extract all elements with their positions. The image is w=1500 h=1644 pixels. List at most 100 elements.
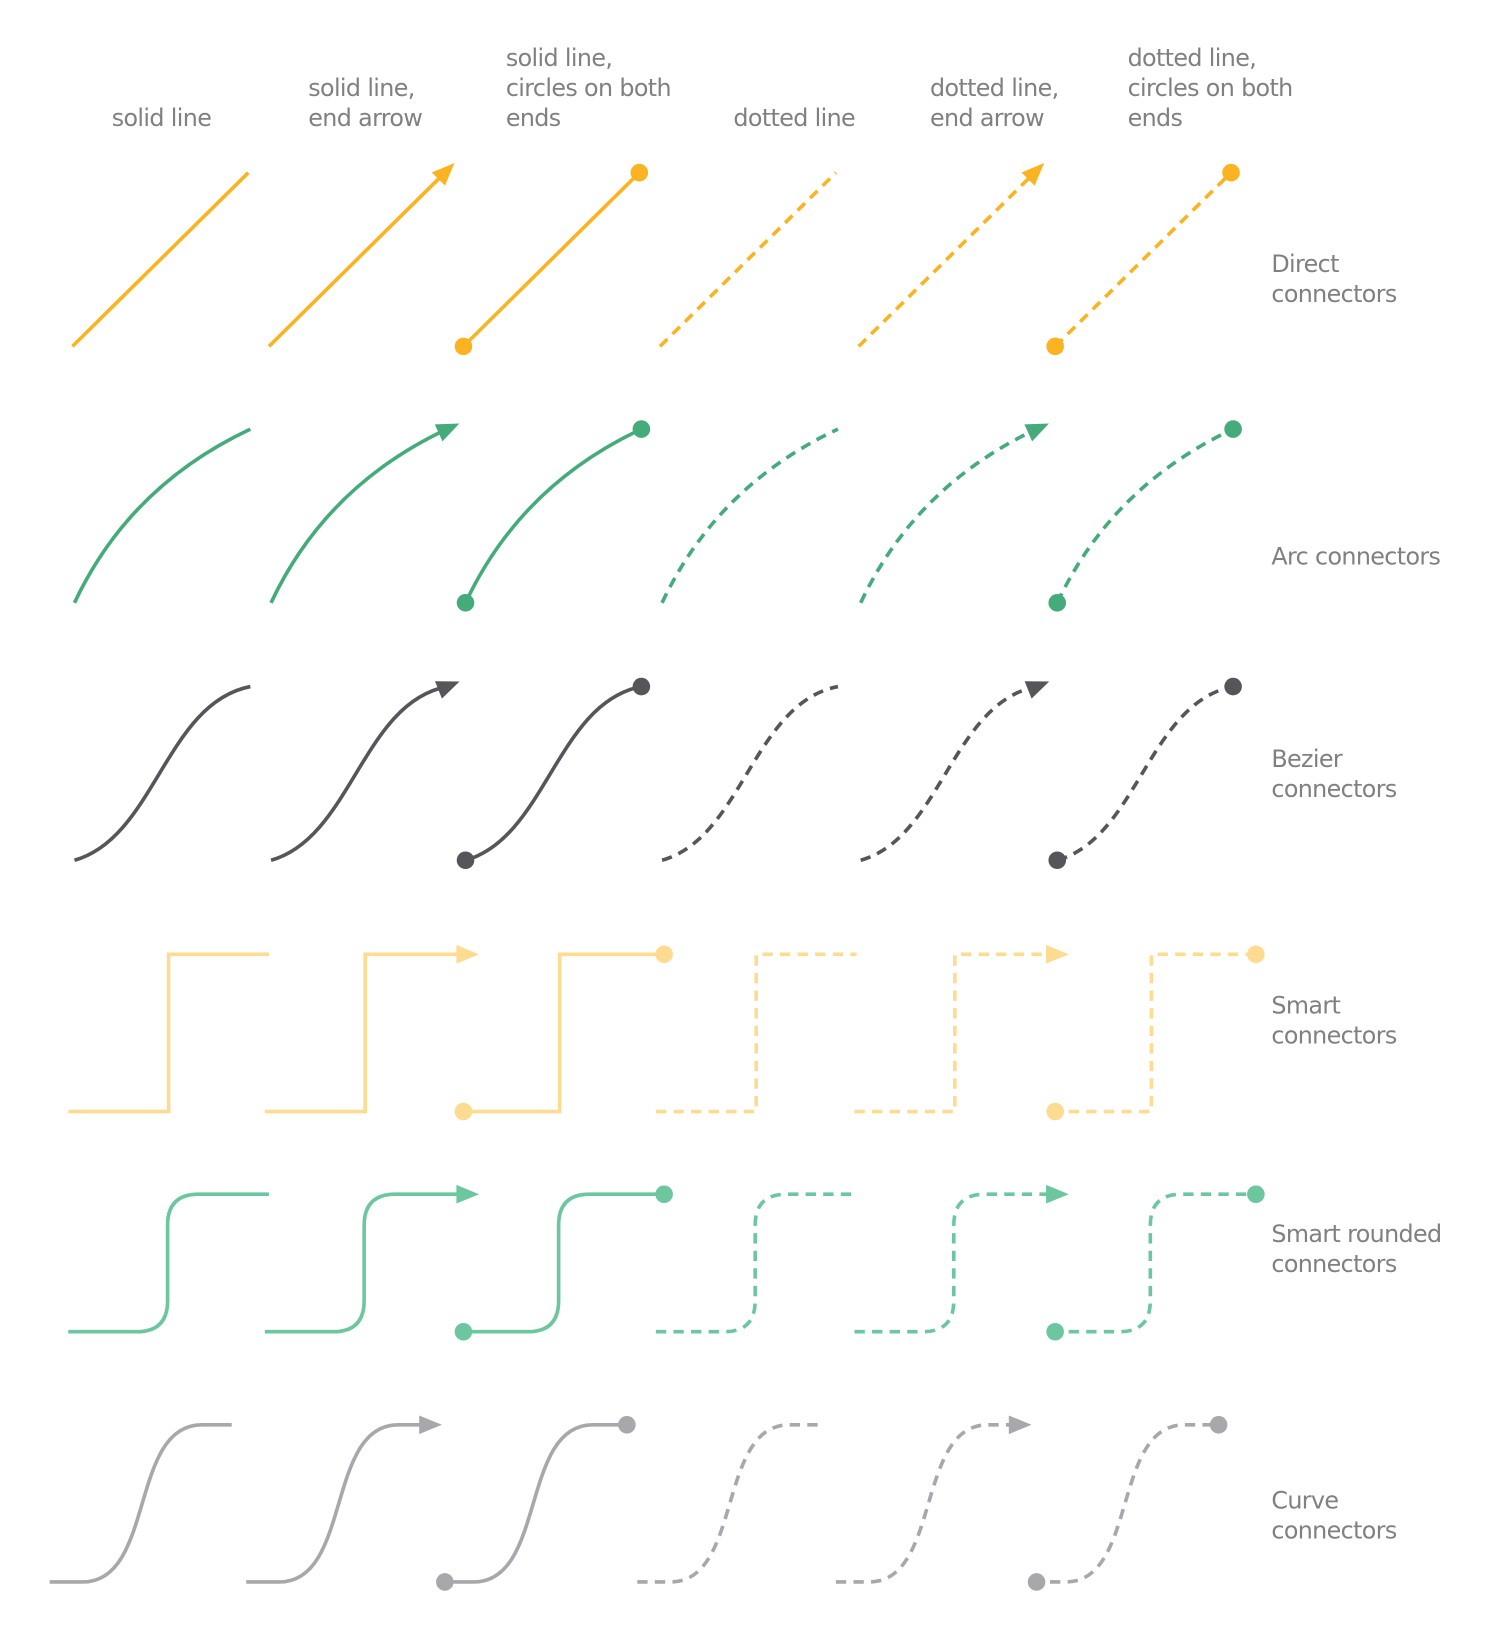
connector-line xyxy=(658,171,838,348)
row-label-direct: connectors xyxy=(1271,280,1396,308)
connector-line xyxy=(246,1422,429,1584)
row-label-direct: Direct xyxy=(1271,250,1339,278)
curve-connector-5 xyxy=(835,1415,1032,1584)
arrow-head-icon xyxy=(1021,163,1045,186)
connector-line xyxy=(462,171,641,348)
start-circle-icon xyxy=(456,851,475,870)
connector-line xyxy=(859,427,1038,604)
arrow-head-icon xyxy=(1046,945,1069,964)
connector-line xyxy=(860,684,1037,862)
connector-line xyxy=(1056,684,1234,862)
start-circle-icon xyxy=(1046,1102,1064,1121)
end-circle-icon xyxy=(1224,420,1242,438)
end-circle-icon xyxy=(1224,677,1242,696)
start-circle-icon xyxy=(1048,851,1067,870)
column-header-2: end arrow xyxy=(308,104,422,132)
connector-line xyxy=(72,427,252,604)
column-header-2: solid line, xyxy=(308,74,414,102)
bezier-connector-6 xyxy=(1048,677,1242,870)
connector-line xyxy=(71,171,250,348)
connector-line xyxy=(655,952,857,1114)
row-label-smart: Smart xyxy=(1271,991,1340,1019)
end-circle-icon xyxy=(655,945,673,964)
connector-line xyxy=(1053,171,1233,348)
end-circle-icon xyxy=(1247,945,1265,964)
direct-connector-4 xyxy=(658,171,838,348)
direct-connector-6 xyxy=(1046,163,1240,356)
column-header-5: dotted line, xyxy=(930,74,1059,102)
connector-line xyxy=(270,684,448,862)
column-header-6: circles on both xyxy=(1128,74,1293,102)
bezier-connector-4 xyxy=(661,684,839,862)
smart-rounded-connector-2 xyxy=(264,1184,480,1334)
start-circle-icon xyxy=(1048,594,1067,612)
start-circle-icon xyxy=(454,1102,473,1121)
arc-connector-1 xyxy=(72,427,252,604)
smart-connector-2 xyxy=(264,945,480,1114)
connector-line xyxy=(1032,1422,1215,1584)
row-label-curve: connectors xyxy=(1271,1517,1396,1545)
connector-line xyxy=(264,952,466,1114)
column-header-5: end arrow xyxy=(930,104,1044,132)
connector-line xyxy=(73,684,251,862)
curve-connector-6 xyxy=(1027,1416,1228,1591)
row-label-smart-rounded: Smart rounded xyxy=(1271,1220,1441,1248)
smart-rounded-connector-5 xyxy=(854,1184,1069,1334)
connector-line xyxy=(857,171,1036,348)
end-circle-icon xyxy=(632,420,651,438)
smart-rounded-connector-1 xyxy=(68,1192,269,1334)
arc-connector-3 xyxy=(456,420,651,612)
arc-connector-6 xyxy=(1048,420,1242,612)
column-header-3: ends xyxy=(506,104,561,132)
direct-connector-1 xyxy=(71,171,250,348)
row-label-arc: Arc connectors xyxy=(1271,543,1440,571)
column-header-4: dotted line xyxy=(733,104,855,132)
connector-line xyxy=(835,1422,1018,1584)
column-header-6: ends xyxy=(1128,104,1183,132)
connector-line xyxy=(661,684,839,862)
connector-line xyxy=(854,952,1056,1114)
connector-line xyxy=(267,171,447,348)
connector-line xyxy=(655,1192,857,1334)
direct-connector-5 xyxy=(857,163,1045,348)
connector-line xyxy=(463,427,643,604)
bezier-connector-3 xyxy=(456,677,651,870)
column-header-3: solid line, xyxy=(506,44,612,72)
arrow-head-icon xyxy=(419,1415,442,1435)
arrow-head-icon xyxy=(456,945,480,964)
end-circle-icon xyxy=(1209,1416,1228,1434)
start-circle-icon xyxy=(456,594,475,612)
start-circle-icon xyxy=(454,1322,473,1341)
arc-connector-5 xyxy=(859,423,1049,604)
column-header-6: dotted line, xyxy=(1128,44,1257,72)
start-circle-icon xyxy=(454,337,473,356)
start-circle-icon xyxy=(1046,1322,1064,1341)
connector-line xyxy=(264,1192,466,1334)
arc-connector-2 xyxy=(269,423,460,604)
arrow-head-icon xyxy=(1024,681,1050,699)
connector-line xyxy=(1055,427,1234,604)
end-circle-icon xyxy=(632,677,651,696)
connector-line xyxy=(660,427,839,604)
start-circle-icon xyxy=(436,1573,454,1591)
end-circle-icon xyxy=(1222,163,1240,182)
end-circle-icon xyxy=(1247,1185,1265,1204)
connector-line xyxy=(465,684,642,862)
smart-connector-1 xyxy=(68,952,269,1114)
start-circle-icon xyxy=(1046,337,1064,356)
arrow-head-icon xyxy=(1008,1415,1032,1435)
arrow-head-icon xyxy=(431,163,455,186)
curve-connector-4 xyxy=(637,1422,820,1584)
connectors xyxy=(49,163,1265,1591)
smart-connector-6 xyxy=(1046,945,1265,1121)
connector-line xyxy=(1051,952,1252,1114)
end-circle-icon xyxy=(655,1185,673,1204)
arrow-head-icon xyxy=(1024,423,1049,442)
row-label-bezier: Bezier xyxy=(1271,745,1343,773)
column-header-1: solid line xyxy=(112,104,211,132)
row-label-smart-rounded: connectors xyxy=(1271,1250,1396,1278)
column-header-3: circles on both xyxy=(506,74,671,102)
connector-line xyxy=(1051,1192,1252,1334)
end-circle-icon xyxy=(618,1416,636,1434)
